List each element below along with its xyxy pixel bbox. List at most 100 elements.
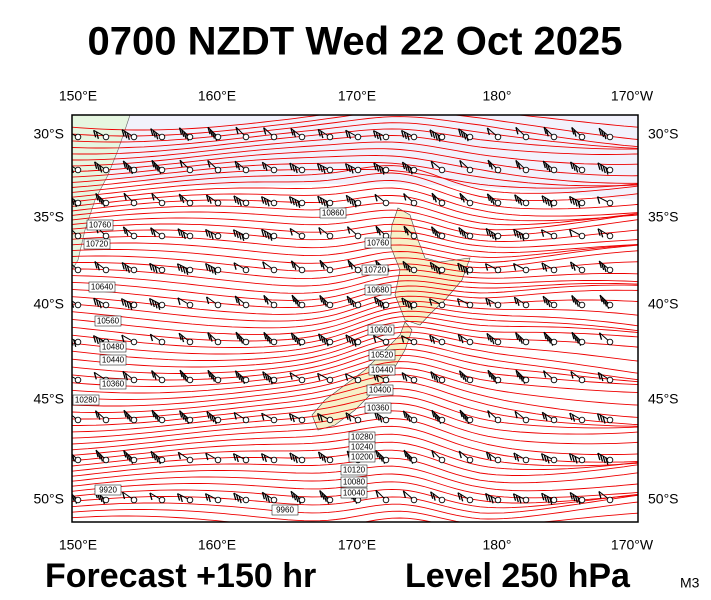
barb-flag [519,336,523,344]
barb-flag [179,159,183,168]
wind-barb [486,193,502,207]
barb-flag [319,164,323,173]
barb-flag [122,160,126,169]
wind-barb [344,163,362,174]
wind-barb [458,128,474,142]
wind-barb [207,160,222,174]
wind-barb [571,295,586,309]
barb-flag [463,374,467,382]
barb-flag [208,196,212,204]
barb-station [102,199,110,207]
barb-flag [151,299,155,308]
barb-flag [99,454,104,462]
barb-flag [573,334,577,342]
barb-station [550,133,558,141]
wind-barb [431,449,446,464]
barb-flag [435,375,439,383]
barb-flag [290,128,294,136]
barb-flag [210,266,214,274]
barb-flag [126,132,130,141]
contour-line [72,418,638,456]
barb-station [186,496,194,504]
barb-station [158,301,166,309]
barb-flag [516,196,520,204]
barb-flag [402,261,406,269]
contour-line [72,310,638,342]
wind-barb [123,450,138,464]
barb-flag [154,266,158,274]
barb-flag [574,456,578,464]
contour-line [72,367,638,407]
contour-label-box [340,464,368,476]
wind-barb [542,160,558,174]
barb-station [158,166,166,174]
barb-flag [66,336,68,343]
barb-flag [543,494,548,502]
contour-label: 10480 [102,343,125,352]
barb-station [382,199,390,207]
barb-station [466,266,474,274]
barb-flag [263,230,268,238]
barb-flag [541,493,545,501]
barb-flag [179,494,183,503]
wind-barb [373,162,390,175]
barb-station [494,166,502,174]
barb-flag [461,372,465,380]
barb-flag [120,298,125,306]
wind-barb [457,262,474,275]
lat-label-left: 50°S [33,491,64,507]
wind-barb [457,333,474,346]
barb-flag [150,451,154,459]
barb-flag [177,228,181,236]
barb-station [382,376,390,384]
barb-flag [349,262,353,270]
barb-station [102,496,110,504]
barb-station [298,166,306,174]
barb-flag [569,412,573,421]
barb-station [550,416,558,424]
barb-station [606,166,614,174]
barb-station [438,496,446,504]
barb-flag [375,225,379,234]
barb-flag [68,450,70,457]
wind-barb [318,227,334,240]
wind-barb [234,370,250,385]
contour-label: 10760 [89,221,112,230]
barb-flag [344,163,349,171]
barb-flag [348,297,353,306]
wind-barb [487,410,502,424]
wind-barb [431,409,446,424]
barb-station [606,199,614,207]
barb-flag [547,299,551,308]
barb-station [242,416,250,424]
contour-label: 10720 [86,240,109,249]
barb-station [130,456,138,464]
barb-station [522,232,530,240]
barb-station [410,266,418,274]
barb-station [382,301,390,309]
barb-flag [208,413,213,421]
wind-barb [428,298,446,309]
barb-flag [99,165,103,173]
barb-flag [513,452,517,461]
barb-station [522,266,530,274]
barb-flag [97,452,101,460]
barb-flag [598,491,602,499]
barb-flag [431,192,435,201]
contour-label-box [368,349,396,361]
barb-station [270,232,278,240]
barb-station [158,133,166,141]
barb-flag [344,373,349,381]
barb-station [438,166,446,174]
barb-flag [261,413,265,421]
barb-flag [73,339,77,347]
barb-flag [515,230,520,238]
contour-line [72,326,638,361]
wind-barb [123,192,138,207]
wind-barb [599,294,614,309]
wind-barb [176,493,194,504]
barb-station [214,416,222,424]
wind-barb [177,228,194,240]
barb-flag [400,130,405,138]
contour-label-box [88,281,116,293]
